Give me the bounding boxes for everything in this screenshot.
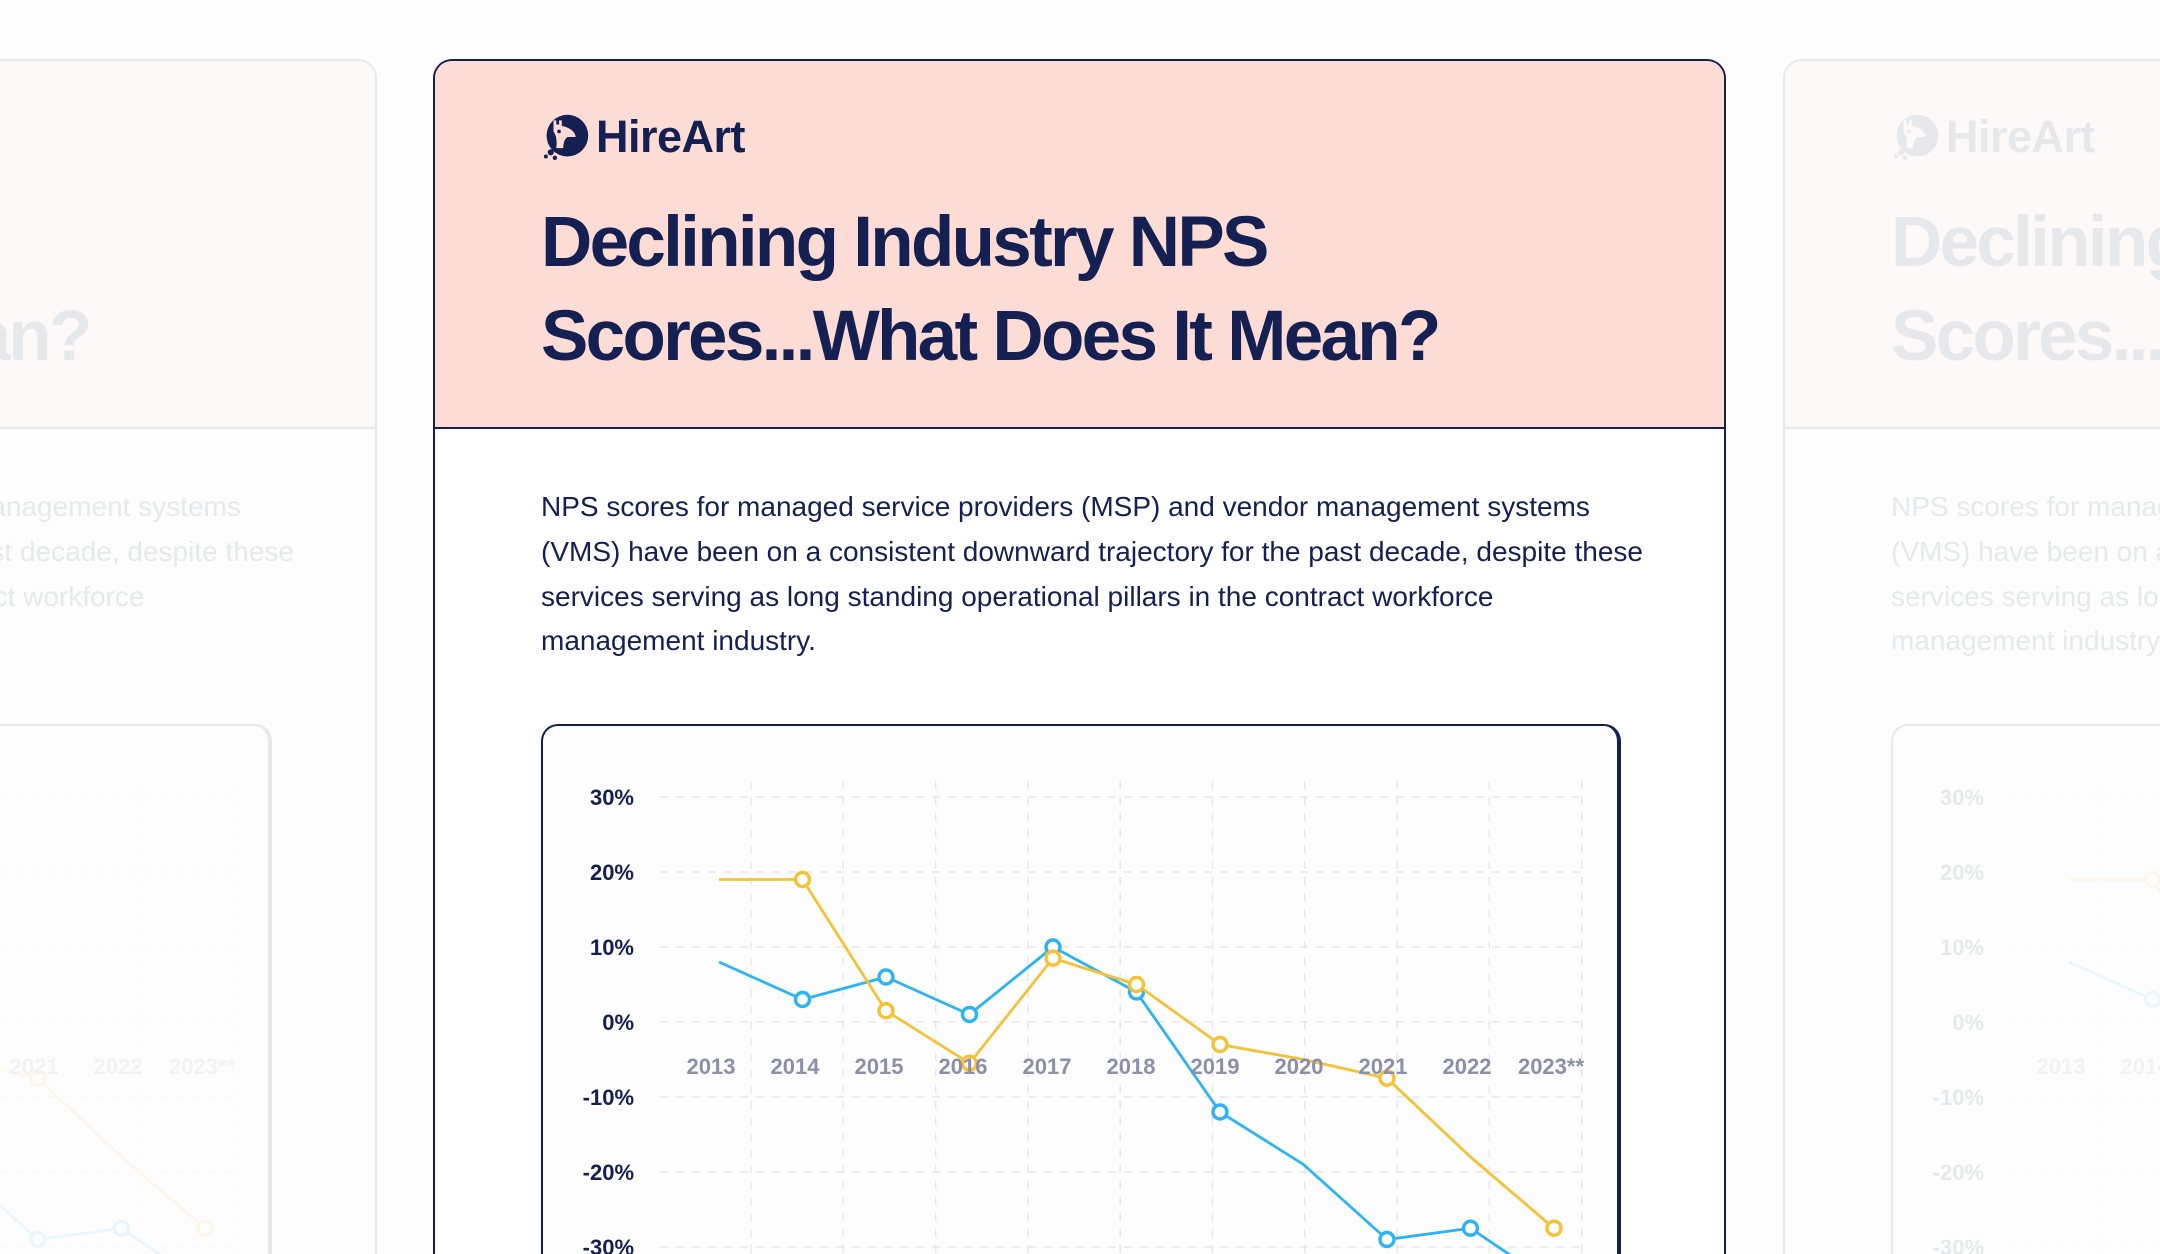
giraffe-icon — [1893, 114, 1939, 161]
x-tick-label: 2016 — [939, 1054, 988, 1079]
y-tick-label: 30% — [1940, 785, 1984, 810]
data-point-2 — [793, 870, 812, 889]
x-tick-label: 2019 — [1191, 1054, 1240, 1079]
data-point-2 — [1127, 975, 1146, 994]
brand-name: HireArt — [1946, 111, 2096, 162]
data-point-1 — [793, 990, 812, 1009]
data-point-1 — [112, 1219, 131, 1237]
y-tick-label: 0% — [602, 1010, 634, 1035]
data-point-2 — [960, 1054, 979, 1072]
series-line-1 — [2068, 960, 2160, 1001]
x-tick-label: 2014 — [2121, 1054, 2160, 1079]
x-tick-label: 2022 — [94, 1054, 143, 1079]
data-point-1 — [1211, 1103, 1229, 1121]
data-point-2 — [196, 1219, 214, 1237]
data-point-2 — [1044, 949, 1062, 967]
y-tick-label: -20% — [1933, 1160, 1984, 1185]
y-tick-label: -30% — [1933, 1235, 1984, 1254]
nps-chart: 30%20%10%0%-10%-20%-30%20132014201520162… — [0, 724, 272, 1254]
data-point-2 — [1211, 1035, 1229, 1054]
article-paragraph: NPS scores for managed service providers… — [1891, 491, 2160, 657]
y-tick-label: 10% — [590, 935, 634, 960]
data-point-1 — [1461, 1219, 1480, 1237]
y-tick-label: -10% — [583, 1085, 634, 1110]
article-title: Declining Industry NPS Scores...What Doe… — [541, 196, 1661, 384]
card-content: HireArt Declining Industry NPS Scores...… — [1785, 61, 2160, 1254]
data-point-1 — [2143, 990, 2160, 1009]
card-content: HireArt Declining Industry NPS Scores...… — [435, 61, 1724, 1254]
data-point-2 — [29, 1069, 47, 1087]
title-line-1: Declining Industry NPS — [1891, 203, 2160, 282]
article-card-right-preview[interactable]: HireArt Declining Industry NPS Scores...… — [1783, 59, 2160, 1254]
data-point-2 — [2143, 870, 2160, 889]
y-tick-label: 20% — [1940, 860, 1984, 885]
series-line-1 — [0, 1203, 163, 1254]
data-point-1 — [29, 1230, 47, 1249]
x-tick-label: 2018 — [1107, 1054, 1156, 1079]
data-point-1 — [1378, 1230, 1396, 1249]
card-header: HireArt Declining Industry NPS Scores...… — [0, 61, 375, 429]
title-line-1: Declining Industry NPS — [541, 203, 1269, 282]
article-title: Declining Industry NPS Scores...What Doe… — [0, 196, 312, 384]
x-tick-label: 2017 — [1023, 1054, 1072, 1079]
data-point-2 — [1545, 1219, 1563, 1237]
y-tick-label: 30% — [590, 785, 634, 810]
data-point-2 — [1378, 1069, 1396, 1087]
x-tick-label: 2013 — [687, 1054, 736, 1079]
nps-chart: 30%20%10%0%-10%-20%-30%20132014201520162… — [1891, 724, 2160, 1254]
article-paragraph: NPS scores for managed service providers… — [0, 491, 294, 612]
x-tick-label: 2021 — [1359, 1054, 1408, 1079]
y-tick-label: 10% — [1940, 935, 1984, 960]
chart-svg: 30% 20% 10% 0% -10% -20% -30% 2013 2014 2015 2016 2… — [583, 781, 1585, 1254]
x-tick-label: 2022 — [1443, 1054, 1492, 1079]
brand-name: HireArt — [596, 111, 746, 162]
chart-svg: 30%20%10%0%-10%-20%-30%20132014201520162… — [0, 781, 236, 1254]
article-card[interactable]: HireArt Declining Industry NPS Scores...… — [433, 59, 1726, 1254]
x-tick-label: 2014 — [771, 1054, 821, 1079]
title-line-2: Scores...What Does It Mean? — [541, 297, 1441, 376]
card-header: HireArt Declining Industry NPS Scores...… — [1785, 61, 2160, 429]
y-tick-label: -30% — [583, 1235, 634, 1254]
card-header: HireArt Declining Industry NPS Scores...… — [435, 61, 1724, 429]
y-tick-label: 20% — [590, 860, 634, 885]
y-tick-label: -20% — [583, 1160, 634, 1185]
chart-svg: 30%20%10%0%-10%-20%-30%20132014201520162… — [1933, 781, 2160, 1254]
x-tick-label: 2021 — [10, 1054, 59, 1079]
nps-chart: 30% 20% 10% 0% -10% -20% -30% 2013 2014 2015 2016 2… — [541, 724, 1621, 1254]
data-point-2 — [877, 1002, 895, 1020]
x-tick-label: 2020 — [1275, 1054, 1324, 1079]
data-point-1 — [960, 1005, 979, 1024]
x-tick-label: 2015 — [855, 1054, 904, 1079]
x-tick-label: 2013 — [2037, 1054, 2086, 1079]
hireart-logo: HireArt — [541, 111, 746, 163]
x-tick-label: 2023** — [169, 1054, 236, 1079]
article-card-left-preview[interactable]: HireArt Declining Industry NPS Scores...… — [0, 59, 377, 1254]
data-point-1 — [877, 968, 895, 986]
hireart-logo: HireArt — [1891, 111, 2096, 163]
y-tick-label: 0% — [1952, 1010, 1984, 1035]
giraffe-icon — [543, 114, 589, 161]
article-paragraph: NPS scores for managed service providers… — [541, 491, 1643, 657]
y-tick-label: -10% — [1933, 1085, 1984, 1110]
article-title: Declining Industry NPS Scores...What Doe… — [1891, 196, 2160, 384]
card-content: HireArt Declining Industry NPS Scores...… — [0, 61, 375, 1254]
x-tick-label: 2023** — [1518, 1054, 1585, 1079]
title-line-2: Scores...What Does It Mean? — [0, 297, 92, 376]
title-line-2: Scores...What Does It Mean? — [1891, 297, 2160, 376]
series-line-2 — [0, 1068, 206, 1230]
